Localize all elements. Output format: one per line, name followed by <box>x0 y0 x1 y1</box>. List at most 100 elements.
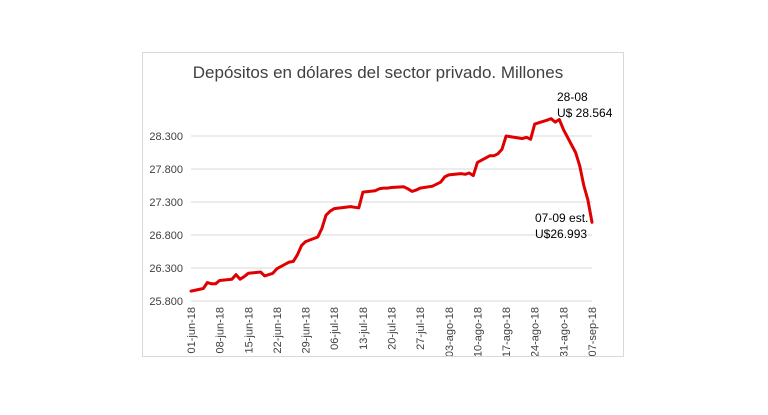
data-point <box>587 199 589 201</box>
data-point <box>431 185 434 187</box>
data-point <box>321 227 323 230</box>
data-point <box>362 191 364 193</box>
data-point <box>358 207 360 209</box>
data-point <box>448 174 450 176</box>
annotation-peak-date: 28-08 <box>557 90 588 104</box>
data-point <box>501 148 503 150</box>
x-tick-label: 03-ago-18 <box>444 307 456 356</box>
data-point <box>435 183 438 185</box>
x-tick-label: 27-jul-18 <box>415 307 427 350</box>
data-point <box>263 275 266 277</box>
data-point <box>218 279 221 282</box>
data-point <box>497 153 499 155</box>
data-point <box>591 221 593 224</box>
data-point <box>349 205 352 208</box>
data-point <box>505 135 507 137</box>
x-tick-label: 07-sep-18 <box>587 307 599 356</box>
data-point <box>214 283 217 285</box>
data-point <box>529 138 532 141</box>
y-tick-label: 27.800 <box>149 164 183 176</box>
data-point <box>583 184 585 187</box>
data-point <box>460 172 462 175</box>
data-point <box>329 210 331 212</box>
data-point <box>472 174 475 177</box>
data-point <box>415 189 417 191</box>
x-tick-label: 15-jun-18 <box>243 307 255 353</box>
data-point <box>386 187 389 189</box>
data-point <box>443 176 446 178</box>
x-axis-labels: 01-jun-18 08-jun-18 15-jun-18 22-jun-18 29-j… <box>186 307 599 356</box>
data-point <box>476 161 479 164</box>
x-tick-label: 24-ago-18 <box>530 307 542 356</box>
y-tick-label: 27.300 <box>149 197 183 209</box>
data-point <box>239 278 241 280</box>
data-point <box>521 137 524 140</box>
y-tick-label: 26.300 <box>149 263 183 275</box>
data-point <box>407 188 409 190</box>
y-axis-labels: 25.800 26.300 26.800 27.300 27.800 28.300 <box>149 131 183 308</box>
data-point <box>292 260 295 263</box>
x-tick-label: 20-jul-18 <box>387 307 399 350</box>
data-point <box>382 187 385 189</box>
data-point <box>378 188 380 190</box>
data-point <box>468 172 471 174</box>
data-point <box>300 244 303 247</box>
data-point <box>562 128 565 131</box>
data-point <box>411 190 413 193</box>
data-point <box>231 278 233 280</box>
data-point <box>554 121 556 123</box>
data-point <box>558 118 561 121</box>
data-point <box>272 272 274 275</box>
data-point <box>276 267 278 270</box>
data-point <box>546 119 548 121</box>
data-point <box>574 151 577 154</box>
data-point <box>403 186 405 188</box>
data-point <box>288 261 290 263</box>
data-point <box>488 155 491 157</box>
data-point <box>325 214 327 216</box>
x-tick-label: 31-ago-18 <box>558 307 570 356</box>
y-tick-label: 26.800 <box>149 230 183 242</box>
annotation-last-date: 07-09 est. <box>535 211 588 225</box>
data-point <box>353 206 356 209</box>
data-point <box>190 290 192 292</box>
data-point <box>333 207 335 210</box>
x-tick-label: 01-jun-18 <box>186 307 198 353</box>
annotation-last-value: U$26.993 <box>535 227 587 241</box>
data-point <box>550 117 552 120</box>
data-point <box>317 236 319 238</box>
data-point <box>296 254 299 256</box>
x-tick-label: 08-jun-18 <box>215 307 227 353</box>
x-tick-label: 17-ago-18 <box>501 307 513 356</box>
data-point <box>493 155 495 157</box>
data-point <box>235 273 237 276</box>
grid <box>191 135 592 302</box>
x-tick-label: 22-jun-18 <box>272 307 284 353</box>
data-point <box>419 187 421 189</box>
chart-frame: Depósitos en dólares del sector privado.… <box>142 52 624 357</box>
x-tick-label: 13-jul-18 <box>358 307 370 350</box>
data-point <box>259 271 262 273</box>
series-group <box>189 117 594 293</box>
x-tick-label: 10-ago-18 <box>472 307 484 356</box>
series-line <box>189 117 594 293</box>
data-point <box>243 275 245 278</box>
data-point <box>202 287 205 290</box>
chart-svg: Depósitos en dólares del sector privado.… <box>149 63 613 356</box>
chart-title: Depósitos en dólares del sector privado.… <box>193 63 563 82</box>
x-tick-label: 06-jul-18 <box>329 307 341 350</box>
data-point <box>210 283 213 285</box>
data-point <box>390 186 393 189</box>
x-tick-label: 29-jun-18 <box>301 307 313 353</box>
y-tick-label: 25.800 <box>149 296 183 308</box>
data-point <box>304 240 307 243</box>
data-point <box>533 123 536 125</box>
data-point <box>247 272 250 275</box>
data-point <box>374 190 376 192</box>
data-point <box>525 136 528 139</box>
annotation-peak-value: U$ 28.564 <box>557 106 613 120</box>
data-point <box>464 173 467 176</box>
data-point <box>206 281 209 284</box>
data-point <box>439 181 442 183</box>
data-point <box>578 164 581 167</box>
